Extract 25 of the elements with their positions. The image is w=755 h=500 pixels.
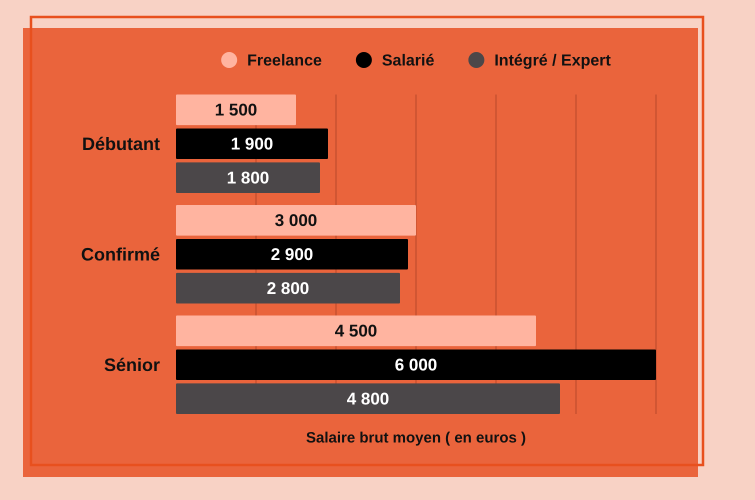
legend-label: Freelance [247, 52, 322, 70]
bar [176, 272, 400, 304]
data-label: 2 900 [270, 245, 314, 264]
data-label: 6 000 [394, 356, 438, 375]
data-label: 3 000 [274, 211, 318, 230]
data-label: 1 900 [230, 134, 274, 154]
y-tick-label: Sénior [104, 355, 160, 376]
x-axis-title: Salaire brut moyen ( en euros ) [306, 429, 526, 446]
data-label: 1 500 [214, 100, 258, 120]
data-label: 1 800 [226, 168, 270, 188]
legend-label: Salarié [382, 52, 434, 70]
bar [176, 383, 560, 414]
bar [176, 94, 296, 126]
bar [176, 205, 416, 236]
bar [176, 162, 320, 193]
legend-label: Intégré / Expert [494, 52, 612, 70]
y-tick-label: Confirmé [80, 244, 160, 265]
data-label: 2 800 [266, 279, 310, 298]
bar [176, 349, 656, 380]
bar [176, 238, 408, 270]
bar [176, 128, 328, 160]
data-label: 4 800 [346, 390, 390, 409]
y-tick-label: Débutant [82, 134, 160, 154]
data-label: 4 500 [334, 322, 378, 341]
bar [176, 316, 536, 346]
